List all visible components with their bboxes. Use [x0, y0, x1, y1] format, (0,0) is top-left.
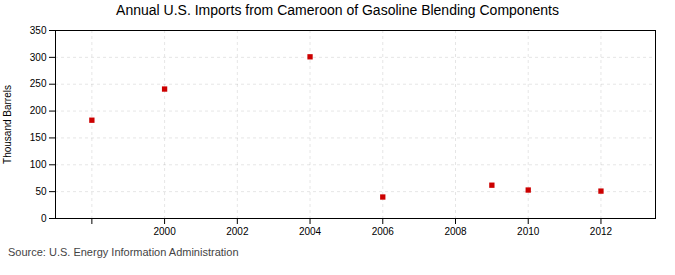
svg-text:150: 150	[30, 132, 47, 143]
svg-text:300: 300	[30, 52, 47, 63]
svg-text:2010: 2010	[517, 226, 540, 237]
svg-text:2008: 2008	[444, 226, 467, 237]
svg-text:2006: 2006	[372, 226, 395, 237]
svg-text:200: 200	[30, 105, 47, 116]
svg-text:0: 0	[41, 213, 47, 224]
svg-text:2000: 2000	[153, 226, 176, 237]
svg-text:250: 250	[30, 78, 47, 89]
svg-text:50: 50	[35, 186, 47, 197]
svg-text:100: 100	[30, 159, 47, 170]
svg-text:2012: 2012	[590, 226, 613, 237]
svg-text:350: 350	[30, 25, 47, 36]
svg-text:2002: 2002	[226, 226, 249, 237]
html-text:Annual U.S. Imports from Camer: Annual U.S. Imports from Cameroon of Gas…	[116, 2, 559, 18]
svg-text:2004: 2004	[299, 226, 322, 237]
html-text:Source: U.S. Energy Informatio: Source: U.S. Energy Information Administ…	[8, 246, 239, 258]
svg-text:Thousand Barrels: Thousand Barrels	[2, 85, 13, 164]
